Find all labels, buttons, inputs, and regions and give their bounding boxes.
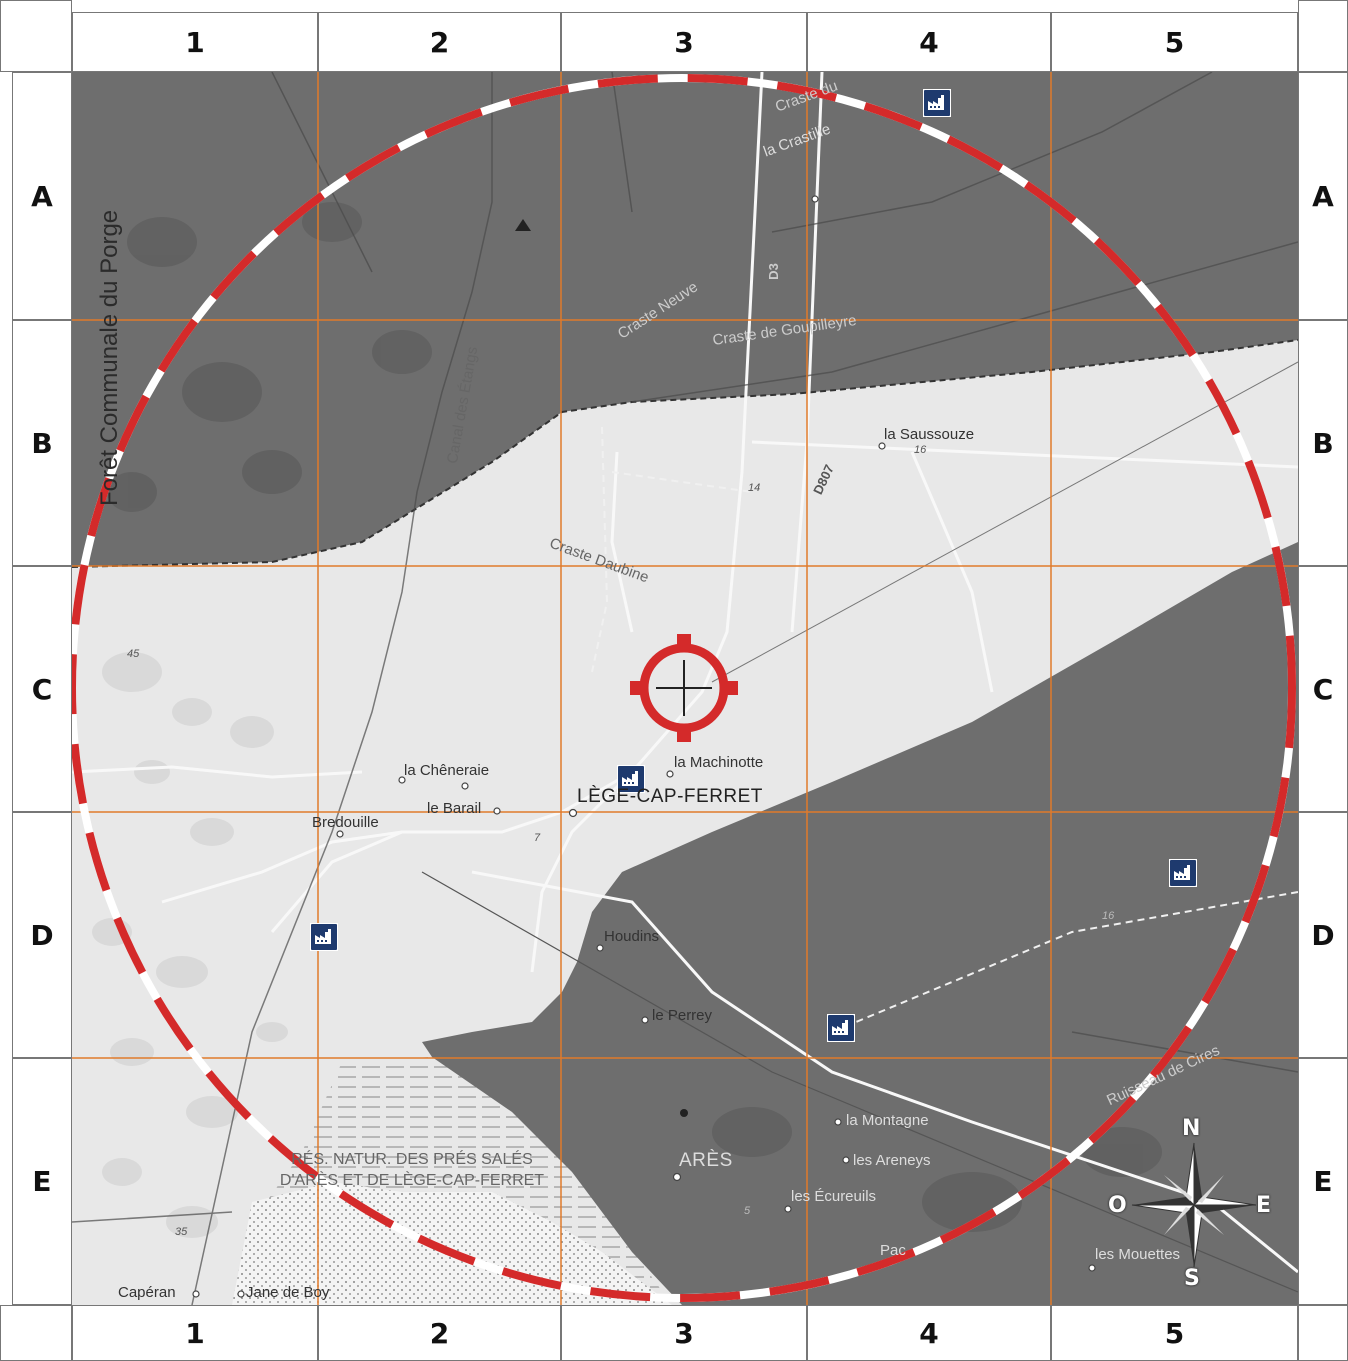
factory-icon[interactable]: [827, 1014, 855, 1042]
row-header-B-right: B: [1298, 320, 1348, 566]
compass-north: N: [1182, 1116, 1201, 1141]
row-header-E-left: E: [12, 1058, 72, 1305]
zone-boundary-north: [72, 339, 1298, 568]
corner-bottom-right: [1298, 1305, 1348, 1361]
target-icon: [630, 634, 738, 742]
factory-icon[interactable]: [310, 923, 338, 951]
column-header-2-bottom: 2: [318, 1305, 561, 1361]
label-les-areneys: les Areneys: [853, 1152, 931, 1169]
factory-icon[interactable]: [923, 89, 951, 117]
map-canvas[interactable]: Forêt Communale du Porge LÈGE-CAP-FERRET…: [72, 72, 1298, 1305]
row-header-E-right: E: [1298, 1058, 1348, 1305]
label-la-cheneraie: la Chêneraie: [404, 762, 490, 779]
column-header-3-top: 3: [561, 12, 807, 72]
label-bredouille: Bredouille: [312, 814, 379, 831]
place-dots: [192, 195, 1096, 1298]
label-road-d3: D3: [765, 263, 781, 280]
column-header-1-top: 1: [72, 12, 318, 72]
row-header-B-left: B: [12, 320, 72, 566]
label-lege-cap-ferret: LÈGE-CAP-FERRET: [577, 786, 763, 807]
spot-height-14: 14: [748, 482, 761, 494]
label-les-ecureuils: les Écureuils: [791, 1188, 877, 1205]
corner-top-right: [1298, 0, 1348, 72]
row-header-A-left: A: [12, 72, 72, 320]
factory-icon[interactable]: [617, 765, 645, 793]
label-foret-communale: Forêt Communale du Porge: [96, 209, 123, 506]
column-header-5-bottom: 5: [1051, 1305, 1298, 1361]
label-pac: Pac: [880, 1242, 906, 1259]
column-header-4-top: 4: [807, 12, 1051, 72]
forest-relief: [107, 202, 1162, 1232]
label-la-saussouze: la Saussouze: [884, 426, 975, 443]
grid-lines: [72, 72, 1298, 1305]
row-header-D-left: D: [12, 812, 72, 1058]
power-line: [711, 361, 1298, 683]
label-ares: ARÈS: [679, 1150, 733, 1171]
label-le-perrey: le Perrey: [652, 1007, 713, 1024]
label-reserve-naturelle: RÉS. NATUR. DES PRÉS SALÉS D'ARÈS ET DE …: [247, 1149, 577, 1191]
label-la-montagne: la Montagne: [846, 1112, 929, 1129]
label-le-barail: le Barail: [427, 800, 482, 817]
compass-west: O: [1108, 1193, 1127, 1218]
column-header-3-bottom: 3: [561, 1305, 807, 1361]
spot-height-45: 45: [127, 648, 140, 660]
label-reserve-line2: D'ARÈS ET DE LÈGE-CAP-FERRET: [279, 1172, 545, 1189]
label-jane-de-boy: Jane de Boy: [246, 1284, 330, 1301]
ares-church-dot: [680, 1109, 688, 1117]
spot-height-16-east: 16: [1102, 910, 1115, 922]
reserve-dots: [232, 1182, 672, 1305]
danger-circle: [72, 74, 1296, 1302]
spot-height-35: 35: [175, 1226, 188, 1238]
label-la-machinotte: la Machinotte: [674, 754, 764, 771]
corner-top-left: [0, 0, 72, 72]
compass-rose-icon: [1131, 1142, 1257, 1268]
rail-line: [421, 871, 1298, 1293]
shaded-zone-south-east: [422, 542, 1298, 1305]
summit-icon: [515, 219, 531, 231]
compass-south: S: [1184, 1266, 1200, 1291]
row-header-A-right: A: [1298, 72, 1348, 320]
terrain-relief: [92, 652, 288, 1238]
column-header-4-bottom: 4: [807, 1305, 1051, 1361]
row-header-C-right: C: [1298, 566, 1348, 812]
column-header-1-bottom: 1: [72, 1305, 318, 1361]
compass-east: E: [1256, 1193, 1272, 1218]
row-header-D-right: D: [1298, 812, 1348, 1058]
label-caperan: Capéran: [118, 1284, 176, 1301]
corner-bottom-left: [0, 1305, 72, 1361]
label-reserve-line1: RÉS. NATUR. DES PRÉS SALÉS: [291, 1151, 533, 1168]
tracks: [591, 426, 1298, 1033]
column-header-2-top: 2: [318, 12, 561, 72]
column-header-5-top: 5: [1051, 12, 1298, 72]
map-drawing: [72, 72, 1298, 1305]
label-houdins: Houdins: [604, 928, 660, 945]
row-header-C-left: C: [12, 566, 72, 812]
spot-height-7: 7: [534, 832, 541, 844]
spot-height-16-north: 16: [914, 444, 927, 456]
spot-height-5: 5: [744, 1205, 751, 1217]
factory-icon[interactable]: [1169, 859, 1197, 887]
label-les-mouettes: les Mouettes: [1095, 1246, 1181, 1263]
